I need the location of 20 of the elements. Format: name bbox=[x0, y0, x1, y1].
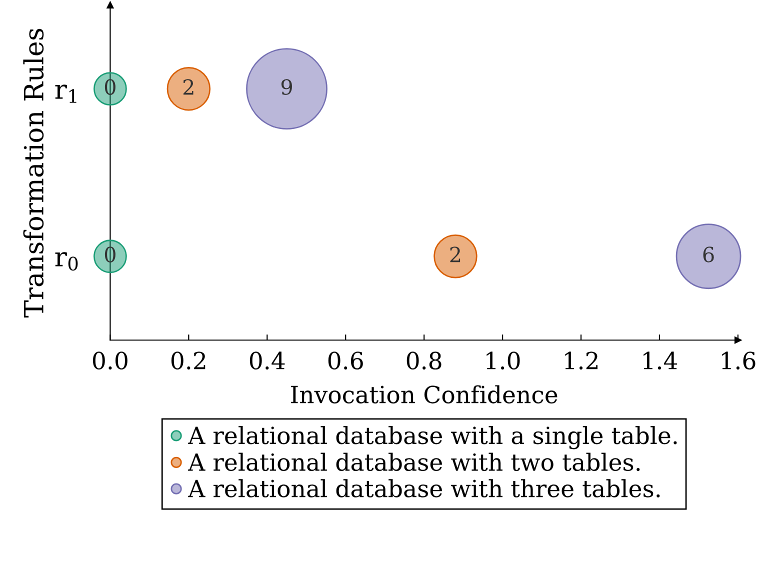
y-tick-label: r$_{1}$ bbox=[55, 84, 76, 103]
x-tick-label: 1.0 bbox=[486, 352, 520, 370]
legend-label: A relational database with three tables. bbox=[188, 479, 660, 498]
legend-label: A relational database with a single table. bbox=[188, 426, 677, 450]
x-tick-label: 0.0 bbox=[92, 352, 128, 370]
legend-label: A relational database with two tables. bbox=[188, 452, 640, 472]
annotation: 2 bbox=[450, 246, 460, 262]
annotation: 9 bbox=[281, 79, 292, 95]
x-tick-label: 0.4 bbox=[250, 352, 285, 370]
x-tick-label: 0.2 bbox=[171, 352, 206, 370]
x-tick-label: 1.6 bbox=[722, 352, 756, 370]
annotation: 6 bbox=[703, 246, 714, 262]
y-axis-title: Transformation Rules bbox=[23, 28, 44, 318]
annotation: 2 bbox=[183, 79, 194, 95]
x-tick-label: 1.2 bbox=[565, 352, 598, 370]
x-tick-label: 0.6 bbox=[328, 352, 363, 370]
x-tick-label: 1.4 bbox=[644, 352, 678, 370]
x-axis-title: Invocation Confidence bbox=[291, 385, 558, 404]
y-tick-label: r$_{0}$ bbox=[55, 252, 78, 271]
x-tick-label: 0.8 bbox=[406, 352, 442, 370]
